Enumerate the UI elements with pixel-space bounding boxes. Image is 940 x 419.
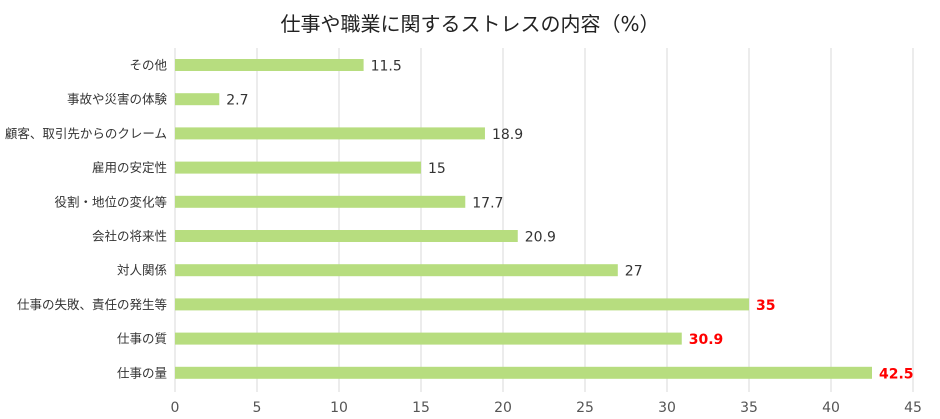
bar: [175, 59, 364, 71]
bar: [175, 93, 220, 106]
bar: [175, 332, 682, 345]
bar: [175, 298, 749, 311]
data-label: 42.5: [879, 366, 914, 382]
x-tick-label: 10: [330, 400, 348, 416]
x-tick-label: 40: [822, 400, 840, 416]
x-tick-label: 35: [740, 400, 758, 416]
x-tick-label: 45: [904, 400, 922, 416]
data-label: 17.7: [472, 195, 503, 211]
bars: [175, 59, 872, 379]
bar: [175, 366, 872, 379]
category-label: その他: [129, 58, 167, 73]
bar: [175, 264, 618, 277]
bar: [175, 195, 466, 208]
data-label: 30.9: [689, 332, 724, 348]
category-label: 仕事の失敗、責任の発生等: [17, 297, 167, 312]
x-tick-label: 5: [253, 400, 262, 416]
value-labels: 11.5 2.7 18.9 15 17.7 20.9 27 35 30.9 42.5: [226, 59, 913, 383]
category-label: 事故や災害の体験: [67, 92, 168, 107]
data-label: 35: [756, 298, 775, 314]
bar: [175, 161, 421, 174]
category-label: 顧客、取引先からのクレーム: [5, 126, 167, 141]
bar: [175, 230, 518, 242]
category-label: 対人関係: [117, 263, 167, 278]
x-tick-label: 15: [412, 400, 430, 416]
x-tick-label: 25: [576, 400, 594, 416]
bar: [175, 127, 485, 140]
chart-title: 仕事や職業に関するストレスの内容（%）: [280, 12, 660, 36]
data-label: 2.7: [226, 93, 248, 109]
x-tick-label: 30: [658, 400, 676, 416]
category-label: 雇用の安定性: [92, 160, 167, 175]
category-label: 仕事の質: [117, 331, 167, 346]
data-label: 20.9: [525, 230, 556, 246]
x-tick-labels: 0 5 10 15 20 25 30 35 40 45: [171, 400, 922, 416]
category-label: 会社の将来性: [92, 229, 167, 244]
data-label: 18.9: [492, 127, 523, 143]
x-tick-label: 20: [494, 400, 512, 416]
data-label: 27: [625, 264, 643, 280]
data-label: 11.5: [371, 59, 402, 75]
category-label: 仕事の量: [117, 365, 167, 380]
data-label: 15: [428, 161, 446, 177]
category-label: 役割・地位の変化等: [54, 194, 167, 209]
x-tick-label: 0: [171, 400, 180, 416]
category-labels: その他事故や災害の体験顧客、取引先からのクレーム雇用の安定性役割・地位の変化等会…: [5, 58, 168, 381]
